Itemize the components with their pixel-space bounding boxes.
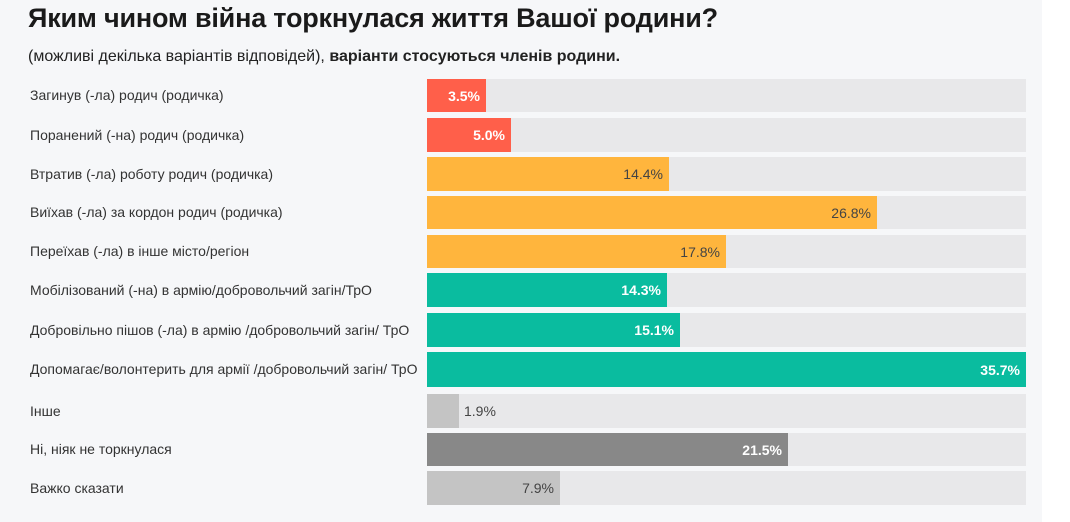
bar	[427, 273, 667, 307]
chart-title: Яким чином війна торкнулася життя Вашої …	[28, 3, 718, 33]
category-label: Втратив (-ла) роботу родич (родичка)	[30, 165, 273, 182]
chart-subtitle: (можливі декілька варіантів відповідей),…	[28, 48, 620, 66]
value-label: 1.9%	[464, 403, 496, 419]
value-label: 7.9%	[522, 480, 554, 496]
bar-track: 14.4%	[427, 157, 1026, 191]
bar-track: 21.5%	[427, 433, 1026, 466]
value-label: 3.5%	[448, 87, 480, 104]
category-label: Загинув (-ла) родич (родичка)	[30, 87, 224, 103]
value-label: 5.0%	[473, 127, 505, 143]
bar	[427, 118, 511, 152]
bar-track: 17.8%	[427, 235, 1026, 268]
value-label: 14.3%	[621, 282, 661, 298]
bar-track: 7.9%	[427, 471, 1026, 505]
category-label: Допомагає/волонтерить для армії /доброво…	[30, 361, 418, 377]
category-label: Ні, ніяк не торкнулася	[30, 441, 172, 457]
bar-track: 5.0%	[427, 118, 1026, 152]
bar-track: 35.7%	[427, 352, 1026, 387]
bar	[427, 235, 726, 268]
category-label: Інше	[30, 402, 61, 419]
bar	[427, 352, 1026, 387]
bar	[427, 394, 459, 428]
bar-track: 1.9%	[427, 394, 1026, 428]
category-label: Добровільно пішов (-ла) в армію /доброво…	[30, 321, 410, 338]
value-label: 15.1%	[634, 322, 674, 338]
value-label: 35.7%	[980, 361, 1020, 378]
bar	[427, 433, 788, 466]
category-label: Переїхав (-ла) в інше місто/регіон	[30, 243, 250, 259]
value-label: 14.4%	[623, 166, 663, 182]
subtitle-normal: (можливі декілька варіантів відповідей),	[28, 48, 325, 65]
bar	[427, 79, 486, 112]
bar-track: 15.1%	[427, 313, 1026, 347]
bar	[427, 313, 680, 347]
bar-track: 3.5%	[427, 79, 1026, 112]
chart-panel: Яким чином війна торкнулася життя Вашої …	[28, 3, 1026, 505]
bar-track: 14.3%	[427, 273, 1026, 307]
category-label: Важко сказати	[30, 479, 124, 496]
bar	[427, 196, 877, 229]
category-label: Мобілізований (-на) в армію/добровольчий…	[30, 281, 372, 298]
value-label: 17.8%	[680, 243, 720, 260]
category-label: Виїхав (-ла) за кордон родич (родичка)	[30, 204, 283, 220]
subtitle-bold: варіанти стосуються членів родини.	[329, 48, 621, 65]
category-label: Поранений (-на) родич (родичка)	[30, 126, 245, 143]
bar-track: 26.8%	[427, 196, 1026, 229]
bar	[427, 471, 560, 505]
value-label: 21.5%	[742, 441, 782, 458]
value-label: 26.8%	[831, 204, 871, 221]
bar	[427, 157, 669, 191]
